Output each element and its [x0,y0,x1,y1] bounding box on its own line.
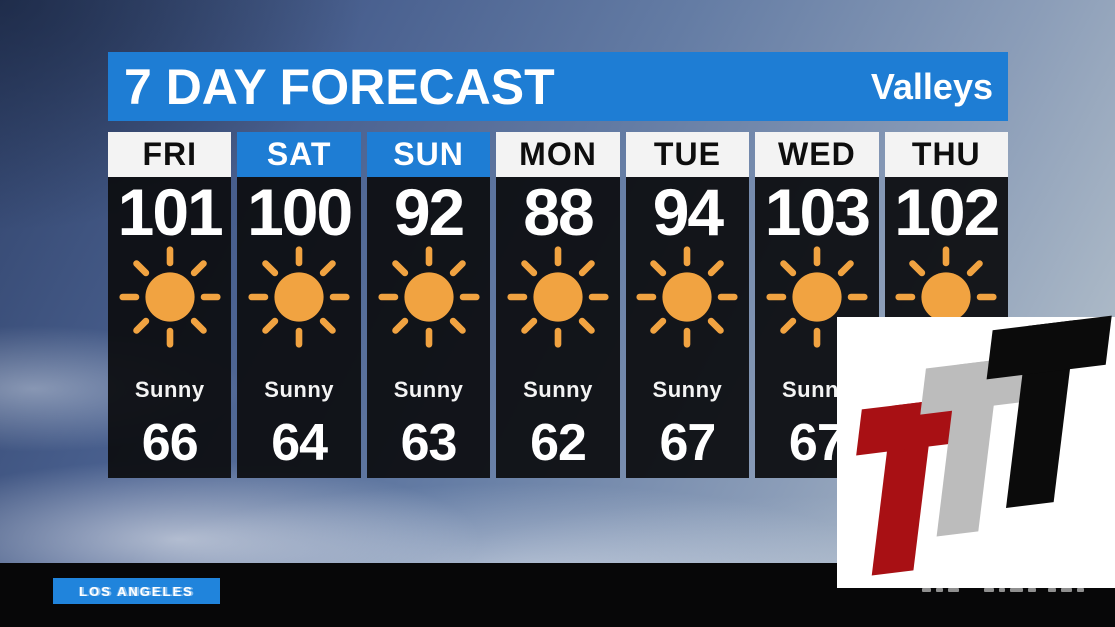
clipped-text-fragments [984,588,1036,592]
low-temp: 62 [530,414,587,472]
high-temp: 100 [247,177,353,249]
logo-box [837,315,1115,588]
condition-label: Sunny [134,377,205,402]
high-temp: 88 [523,177,594,249]
page-title: 7 DAY FORECAST [124,58,555,115]
station-badge: LOS ANGELES [53,578,220,604]
sun-icon [377,246,480,348]
day-label: MON [496,132,620,177]
sun-icon [507,246,609,348]
low-temp: 67 [788,414,846,472]
day-column: SUN 92 Sunny 63 [366,132,491,478]
sun-icon [636,246,739,348]
logo-letter-t-black [970,315,1112,513]
day-label: FRI [108,132,232,177]
day-column: TUE 94 Sunny 67 [625,132,750,478]
day-label: TUE [625,132,750,177]
day-label: WED [755,132,879,177]
day-panel: 94 Sunny 67 [625,177,750,478]
low-temp: 64 [271,414,328,472]
day-panel: 92 Sunny 63 [366,177,491,478]
region-label: Valleys [870,65,993,107]
condition-label: Sunny [652,377,723,402]
forecast-board: 7 DAY FORECAST Valleys FRI 101 Sunny 66 … [108,52,1008,478]
day-column: WED 103 Sunny 67 [755,132,879,478]
high-temp: 92 [393,177,465,249]
day-panel: 88 Sunny 62 [496,177,620,478]
sun-icon [119,246,221,348]
day-label: SUN [366,132,491,177]
condition-label: Sunny [523,377,593,402]
header-bar: 7 DAY FORECAST Valleys [108,52,1008,121]
condition-label: Sunny [264,377,334,402]
day-column: FRI 101 Sunny 66 [108,132,232,478]
day-label: THU [884,132,1008,177]
day-column: MON 88 Sunny 62 [496,132,620,478]
day-label: SAT [237,132,361,177]
low-temp: 66 [141,414,199,472]
days-row: FRI 101 Sunny 66 SAT 100 [108,132,1008,478]
high-temp: 101 [117,177,224,249]
clipped-text-fragments [1048,588,1084,592]
low-temp: 63 [400,414,458,472]
condition-label: Sunny [393,377,464,402]
high-temp: 103 [764,177,871,249]
low-temp: 67 [659,414,717,472]
day-panel: 100 Sunny 64 [237,177,361,478]
day-column: SAT 100 Sunny 64 [237,132,361,478]
high-temp: 102 [894,177,1000,249]
day-panel: 103 Sunny 67 [755,177,879,478]
clipped-text-fragments [922,588,959,592]
sun-icon [248,246,350,348]
high-temp: 94 [652,177,724,249]
day-panel: 101 Sunny 66 [108,177,232,478]
